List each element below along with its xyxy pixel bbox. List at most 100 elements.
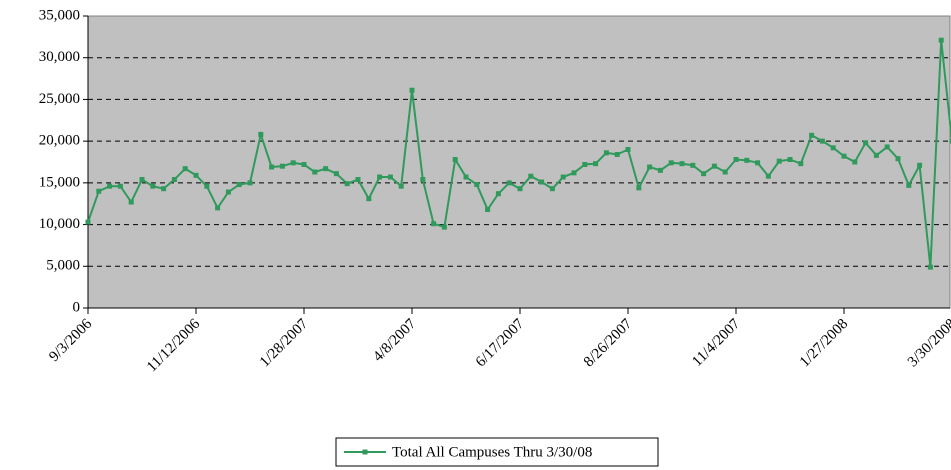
data-point xyxy=(517,186,523,192)
data-point xyxy=(107,183,113,189)
y-tick-label: 35,000 xyxy=(39,7,80,23)
y-tick-label: 0 xyxy=(73,299,81,315)
data-point xyxy=(452,156,458,162)
data-point xyxy=(863,140,869,146)
data-point xyxy=(323,166,329,172)
data-point xyxy=(117,183,123,189)
data-point xyxy=(506,180,512,186)
data-point xyxy=(366,196,372,202)
data-point xyxy=(668,160,674,166)
legend-label: Total All Campuses Thru 3/30/08 xyxy=(392,444,592,460)
data-point xyxy=(539,179,545,185)
data-point xyxy=(355,177,361,183)
data-point xyxy=(625,146,631,152)
x-tick-label: 6/17/2007 xyxy=(473,316,528,371)
data-point xyxy=(171,177,177,183)
data-point xyxy=(204,183,210,189)
y-tick-label: 5,000 xyxy=(46,258,80,274)
data-point xyxy=(549,186,555,192)
data-point xyxy=(679,161,685,167)
data-point xyxy=(906,182,912,188)
y-tick-label: 20,000 xyxy=(39,133,80,149)
data-point xyxy=(409,87,415,93)
data-point xyxy=(927,264,933,270)
data-point xyxy=(301,162,307,168)
plot-area xyxy=(87,15,951,309)
data-point xyxy=(819,138,825,144)
data-point xyxy=(225,189,231,195)
data-point xyxy=(387,174,393,180)
data-point xyxy=(560,174,566,180)
data-point xyxy=(593,161,599,167)
data-point xyxy=(873,152,879,158)
x-tick-label: 8/26/2007 xyxy=(581,316,636,371)
x-tick-label: 4/8/2007 xyxy=(370,316,419,365)
data-point xyxy=(949,138,951,144)
data-point xyxy=(247,180,253,186)
data-point xyxy=(614,151,620,157)
data-point xyxy=(776,158,782,164)
data-point xyxy=(895,156,901,162)
data-point xyxy=(711,163,717,169)
legend-marker xyxy=(362,449,368,455)
data-point xyxy=(809,132,815,138)
data-point xyxy=(96,188,102,194)
x-tick-label: 1/28/2007 xyxy=(257,316,312,371)
x-tick-label: 11/4/2007 xyxy=(689,316,743,370)
data-point xyxy=(463,174,469,180)
data-point xyxy=(571,170,577,176)
data-point xyxy=(744,157,750,163)
data-point xyxy=(441,224,447,230)
data-point xyxy=(193,172,199,178)
y-tick-label: 25,000 xyxy=(39,91,80,107)
data-point xyxy=(344,181,350,187)
data-point xyxy=(690,162,696,168)
data-point xyxy=(733,156,739,162)
data-point xyxy=(830,145,836,151)
data-point xyxy=(312,169,318,175)
data-point xyxy=(917,162,923,168)
data-point xyxy=(657,167,663,173)
x-tick-label: 3/30/2008 xyxy=(905,316,951,370)
x-tick-label: 11/12/2006 xyxy=(144,316,204,376)
data-point xyxy=(765,173,771,179)
data-point xyxy=(236,182,242,188)
data-point xyxy=(139,177,145,183)
data-point xyxy=(528,173,534,179)
data-point xyxy=(258,131,264,137)
x-tick-label: 9/3/2006 xyxy=(46,316,95,365)
data-point xyxy=(841,153,847,159)
data-point xyxy=(128,199,134,205)
data-point xyxy=(161,186,167,192)
data-point xyxy=(701,171,707,177)
legend-box xyxy=(335,437,659,467)
data-point xyxy=(647,164,653,170)
data-point xyxy=(938,37,944,43)
data-point xyxy=(290,160,296,166)
y-tick-label: 10,000 xyxy=(39,216,80,232)
data-point xyxy=(420,177,426,183)
data-point xyxy=(269,164,275,170)
data-point xyxy=(495,191,501,197)
data-point xyxy=(603,150,609,156)
data-point xyxy=(787,156,793,162)
data-point xyxy=(852,159,858,165)
y-tick-label: 15,000 xyxy=(39,174,80,190)
data-point xyxy=(755,160,761,166)
data-point xyxy=(377,174,383,180)
x-tick-label: 1/27/2008 xyxy=(797,316,851,370)
data-point xyxy=(636,185,642,191)
data-point xyxy=(431,221,437,227)
y-tick-label: 30,000 xyxy=(39,49,80,65)
data-point xyxy=(398,183,404,189)
data-point xyxy=(474,182,480,188)
data-point xyxy=(722,169,728,175)
data-point xyxy=(85,219,91,225)
data-point xyxy=(150,183,156,189)
data-point xyxy=(333,171,339,177)
data-point xyxy=(279,163,285,169)
data-point xyxy=(182,166,188,172)
data-point xyxy=(582,162,588,168)
data-point xyxy=(215,205,221,211)
